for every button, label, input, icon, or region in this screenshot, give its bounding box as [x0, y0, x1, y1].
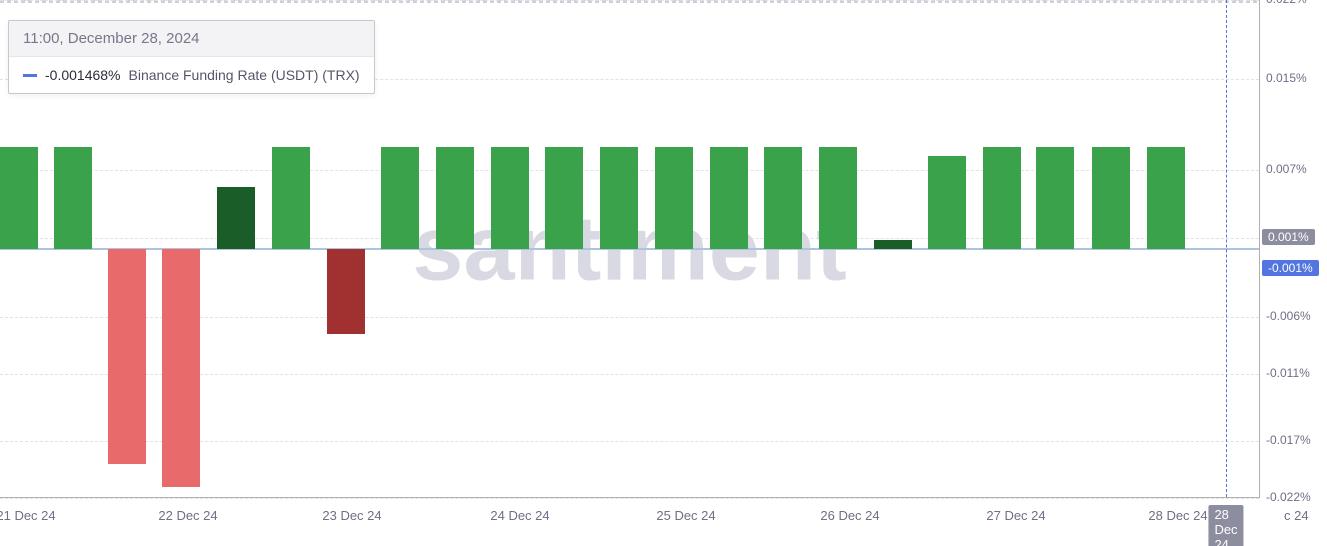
x-tick-label: 22 Dec 24 — [158, 508, 217, 523]
bar[interactable] — [0, 147, 38, 249]
bar[interactable] — [710, 147, 748, 249]
y-tick-label: 0.022% — [1266, 0, 1307, 6]
x-tick-label: 25 Dec 24 — [656, 508, 715, 523]
x-tick-label: 23 Dec 24 — [322, 508, 381, 523]
y-tick-label: 0.015% — [1266, 71, 1307, 85]
y-tick-label: -0.006% — [1266, 309, 1311, 323]
y-tick-label: -0.011% — [1266, 366, 1310, 380]
series-color-marker — [23, 74, 37, 77]
bar[interactable] — [545, 147, 583, 249]
bar[interactable] — [436, 147, 474, 249]
bar[interactable] — [819, 147, 857, 249]
y-axis-zero-tag: 0.001% — [1262, 229, 1315, 245]
bar[interactable] — [381, 147, 419, 249]
bar[interactable] — [327, 249, 365, 334]
bar[interactable] — [1092, 147, 1130, 249]
y-tick-label: -0.017% — [1266, 433, 1311, 447]
x-tick-label: 26 Dec 24 — [820, 508, 879, 523]
y-axis-cursor-tag: -0.001% — [1262, 260, 1319, 276]
bar[interactable] — [108, 249, 146, 464]
bar[interactable] — [764, 147, 802, 249]
bar[interactable] — [54, 147, 92, 249]
hover-tooltip: 11:00, December 28, 2024 -0.001468% Bina… — [8, 20, 375, 94]
x-tick-label: c 24 — [1284, 508, 1309, 523]
y-axis: 0.022% 0.015% 0.007% 0.001% -0.006% -0.011% -0… — [1260, 0, 1327, 498]
x-tick-label: 24 Dec 24 — [490, 508, 549, 523]
crosshair-vertical — [1226, 0, 1227, 497]
y-tick-label: 0.007% — [1266, 162, 1307, 176]
y-tick-label: -0.022% — [1266, 490, 1311, 504]
x-tick-label: 28 Dec 24 — [1148, 508, 1207, 523]
bar[interactable] — [983, 147, 1021, 249]
bar[interactable] — [217, 187, 255, 249]
bar[interactable] — [600, 147, 638, 249]
tooltip-timestamp: 11:00, December 28, 2024 — [9, 21, 374, 57]
funding-rate-chart: santiment 11:00, December 28, 2024 -0.00… — [0, 0, 1327, 546]
x-axis: 21 Dec 24 22 Dec 24 23 Dec 24 24 Dec 24 25 D… — [0, 498, 1260, 546]
tooltip-body: -0.001468% Binance Funding Rate (USDT) (… — [9, 57, 374, 93]
x-tick-label: 27 Dec 24 — [986, 508, 1045, 523]
bar[interactable] — [655, 147, 693, 249]
tooltip-series-label: Binance Funding Rate (USDT) (TRX) — [129, 67, 360, 83]
plot-area[interactable]: santiment 11:00, December 28, 2024 -0.00… — [0, 0, 1260, 498]
bar[interactable] — [874, 240, 912, 249]
bar[interactable] — [162, 249, 200, 487]
tooltip-value: -0.001468% — [45, 67, 121, 83]
x-axis-cursor-tag: 28 Dec 24 — [1208, 505, 1243, 546]
bar[interactable] — [491, 147, 529, 249]
bar[interactable] — [1036, 147, 1074, 249]
bar[interactable] — [1147, 147, 1185, 249]
x-tick-label: 21 Dec 24 — [0, 508, 56, 523]
bar[interactable] — [928, 156, 966, 249]
bar[interactable] — [272, 147, 310, 249]
